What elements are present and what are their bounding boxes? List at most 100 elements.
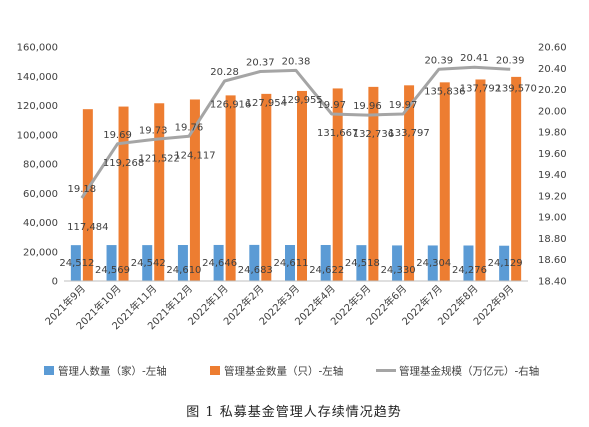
right-axis-tick-label: 20.40	[538, 64, 567, 75]
right-axis-tick-label: 19.00	[538, 213, 567, 224]
bar-fund-count	[118, 106, 129, 281]
right-axis-tick-label: 19.20	[538, 191, 567, 202]
left-axis-tick-label: 20,000	[23, 247, 58, 258]
bar-manager-count	[463, 245, 474, 281]
data-label-fund-scale: 19.69	[103, 130, 132, 141]
data-label-fund-count: 121,522	[139, 154, 180, 165]
data-label-manager-count: 24,542	[131, 258, 166, 269]
data-label-manager-count: 24,646	[202, 258, 237, 269]
data-label-fund-count: 127,954	[246, 98, 287, 109]
data-label-fund-scale: 20.39	[496, 55, 525, 66]
bar-manager-count	[320, 244, 331, 281]
bar-fund-count	[225, 95, 236, 282]
legend-label-manager-count: 管理人数量（家）-左轴	[58, 365, 167, 378]
bar-manager-count	[142, 245, 153, 281]
data-label-fund-count: 131,667	[317, 128, 358, 139]
bar-fund-count	[439, 82, 450, 282]
data-label-manager-count: 24,304	[416, 258, 451, 269]
bar-fund-count	[475, 79, 486, 281]
legend-label-fund-scale: 管理基金规模（万亿元）-右轴	[399, 365, 539, 378]
data-label-fund-scale: 20.28	[210, 67, 239, 78]
left-axis-tick-label: 0	[52, 277, 58, 288]
bar-fund-count	[189, 99, 200, 282]
bar-fund-count	[332, 88, 343, 281]
right-axis-tick-label: 18.80	[538, 234, 567, 245]
bar-fund-count	[82, 109, 93, 281]
bar-manager-count	[285, 245, 295, 281]
data-label-fund-scale: 19.76	[175, 122, 204, 133]
data-label-fund-scale: 20.39	[424, 55, 453, 66]
right-axis-tick-label: 19.40	[538, 170, 567, 181]
legend-swatch-fund-count	[210, 366, 220, 375]
legend: 管理人数量（家）-左轴 管理基金数量（只）-左轴 管理基金规模（万亿元）-右轴	[44, 365, 539, 378]
data-label-fund-scale: 19.96	[353, 101, 382, 112]
right-axis-tick-label: 19.60	[538, 149, 567, 160]
bar-manager-count	[356, 245, 367, 281]
left-axis-tick-label: 120,000	[17, 101, 58, 112]
data-label-fund-count: 129,955	[281, 95, 322, 106]
data-label-fund-count: 139,570	[495, 83, 536, 94]
data-label-fund-scale: 19.18	[68, 184, 97, 195]
bar-fund-count	[154, 103, 165, 281]
data-label-manager-count: 24,129	[488, 258, 523, 269]
right-axis-tick-label: 19.80	[538, 128, 567, 139]
left-axis-tick-label: 80,000	[23, 160, 58, 171]
figure-caption: 图 1 私募基金管理人存续情况趋势	[186, 404, 402, 420]
bar-manager-count	[249, 244, 260, 281]
bar-series	[70, 76, 522, 282]
data-label-fund-scale: 20.37	[246, 57, 275, 68]
bar-manager-count	[213, 244, 224, 281]
bar-manager-count	[177, 245, 188, 281]
left-axis-tick-label: 140,000	[17, 72, 58, 83]
data-label-fund-count: 126,916	[210, 99, 251, 110]
data-label-fund-count: 135,836	[424, 86, 465, 97]
bar-manager-count	[392, 245, 403, 281]
legend-label-fund-count: 管理基金数量（只）-左轴	[224, 365, 343, 378]
bar-manager-count	[106, 245, 117, 281]
data-label-fund-count: 117,484	[67, 222, 108, 233]
bar-fund-count	[297, 90, 307, 281]
right-axis-tick-label: 18.40	[538, 277, 567, 288]
bar-fund-count	[261, 93, 272, 281]
data-label-manager-count: 24,518	[345, 258, 380, 269]
bar-fund-count	[404, 85, 415, 281]
data-label-fund-count: 119,268	[103, 158, 144, 169]
bar-manager-count	[70, 245, 81, 281]
data-label-manager-count: 24,610	[166, 265, 201, 276]
data-label-manager-count: 24,512	[59, 258, 94, 269]
bar-manager-count	[499, 245, 510, 281]
right-axis-ticks: 18.40 18.60 18.80 19.00 19.20 19.40 19.60 19.80…	[538, 43, 567, 288]
data-label-manager-count: 24,276	[452, 265, 487, 276]
data-label-fund-count: 132,736	[353, 129, 394, 140]
bar-manager-count	[427, 245, 438, 281]
line-series	[80, 65, 511, 199]
left-axis-tick-label: 160,000	[17, 43, 58, 54]
data-label-manager-count: 24,611	[274, 258, 309, 269]
data-labels: 24,512 117,484 19.18 24,569 119,268 19.69 24,5…	[59, 53, 536, 276]
data-label-fund-scale: 19.73	[139, 126, 168, 137]
left-axis-tick-label: 100,000	[17, 130, 58, 141]
data-label-manager-count: 24,330	[381, 265, 416, 276]
x-axis-tick-labels: 2021年9月2021年10月2021年11月2021年12月2022年1月20…	[42, 282, 516, 332]
bar-fund-count	[511, 76, 522, 281]
right-axis-tick-label: 20.20	[538, 85, 567, 96]
right-axis-tick-label: 18.60	[538, 255, 567, 266]
data-label-fund-count: 137,792	[460, 83, 501, 94]
legend-swatch-manager-count	[44, 366, 54, 375]
data-label-manager-count: 24,683	[238, 265, 273, 276]
data-label-fund-count: 124,117	[174, 150, 215, 161]
data-label-fund-count: 133,797	[388, 128, 429, 139]
right-axis-tick-label: 20.00	[538, 106, 567, 117]
data-label-fund-scale: 20.41	[460, 53, 489, 64]
data-label-manager-count: 24,622	[309, 265, 344, 276]
data-label-fund-scale: 20.38	[282, 56, 311, 67]
left-axis-ticks: 0 20,000 40,000 60,000 80,000 100,000 120,000 1…	[17, 43, 58, 288]
bar-fund-count	[368, 86, 379, 281]
data-label-fund-scale: 19.97	[389, 100, 418, 111]
right-axis-tick-label: 20.60	[538, 43, 567, 54]
data-label-manager-count: 24,569	[95, 265, 130, 276]
left-axis-tick-label: 60,000	[23, 189, 58, 200]
left-axis-tick-label: 40,000	[23, 218, 58, 229]
